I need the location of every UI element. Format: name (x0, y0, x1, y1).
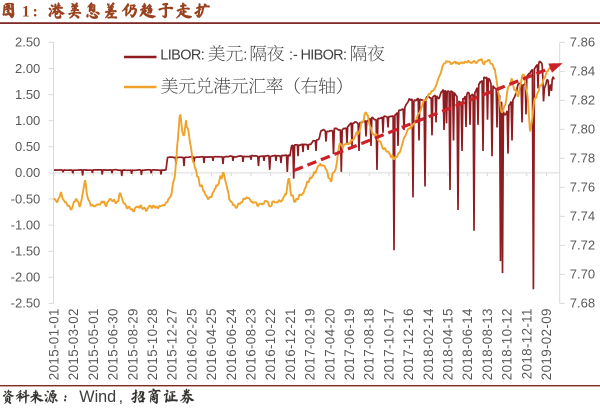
svg-text:7.84: 7.84 (570, 64, 595, 79)
svg-text:2015-08-29: 2015-08-29 (125, 308, 140, 380)
svg-text:2017-08-18: 2017-08-18 (362, 308, 377, 380)
svg-text:2016-04-25: 2016-04-25 (204, 308, 219, 380)
svg-text:2018-12-11: 2018-12-11 (519, 308, 534, 379)
svg-text:7.72: 7.72 (570, 238, 595, 253)
svg-text:2015-01-01: 2015-01-01 (47, 308, 62, 380)
svg-text:7.78: 7.78 (570, 151, 595, 166)
svg-text:2016-06-24: 2016-06-24 (224, 308, 239, 380)
svg-text:2.50: 2.50 (15, 35, 40, 50)
svg-text:7.82: 7.82 (570, 93, 595, 108)
svg-text:-2.00: -2.00 (11, 270, 41, 285)
svg-text:7.86: 7.86 (570, 35, 595, 50)
svg-text:-1.00: -1.00 (11, 217, 41, 232)
svg-text:2016-12-21: 2016-12-21 (283, 308, 298, 380)
svg-text:2018-06-14: 2018-06-14 (460, 308, 475, 380)
svg-text:7.74: 7.74 (570, 209, 595, 224)
svg-text:2016-08-23: 2016-08-23 (244, 308, 259, 380)
svg-text:2015-05-01: 2015-05-01 (86, 308, 101, 380)
svg-text::: : (243, 48, 247, 64)
svg-text:7.80: 7.80 (570, 122, 595, 137)
svg-text:2015-12-27: 2015-12-27 (165, 308, 180, 380)
svg-text::: : (33, 3, 38, 20)
svg-text:LIBOR:: LIBOR: (160, 48, 205, 64)
svg-text:2017-06-19: 2017-06-19 (342, 308, 357, 380)
svg-text:1.00: 1.00 (15, 113, 40, 128)
svg-text:2018-04-15: 2018-04-15 (441, 308, 456, 380)
svg-text:0.00: 0.00 (15, 165, 40, 180)
svg-text:2016-02-25: 2016-02-25 (184, 308, 199, 380)
svg-text:2017-10-17: 2017-10-17 (381, 308, 396, 380)
svg-text:2016-10-22: 2016-10-22 (263, 308, 278, 380)
svg-text:7.76: 7.76 (570, 180, 595, 195)
svg-text:1.50: 1.50 (15, 87, 40, 102)
svg-text::-: :- (289, 48, 298, 64)
svg-text:2018-08-13: 2018-08-13 (480, 308, 495, 380)
svg-text:2018-10-12: 2018-10-12 (500, 308, 515, 380)
svg-text:2018-02-14: 2018-02-14 (421, 308, 436, 380)
svg-text:-2.50: -2.50 (11, 296, 41, 311)
svg-text:2015-06-30: 2015-06-30 (106, 308, 121, 380)
svg-text:2015-03-02: 2015-03-02 (66, 308, 81, 380)
svg-text:7.70: 7.70 (570, 267, 595, 282)
svg-text:HIBOR:: HIBOR: (301, 48, 348, 64)
svg-text:1: 1 (22, 3, 30, 20)
svg-text:2017-04-20: 2017-04-20 (322, 308, 337, 380)
svg-text:Wind: Wind (79, 388, 116, 406)
svg-text:2015-10-28: 2015-10-28 (145, 308, 160, 380)
svg-text:0.50: 0.50 (15, 139, 40, 154)
svg-text:2017-02-19: 2017-02-19 (303, 308, 318, 380)
svg-text:2017-12-16: 2017-12-16 (401, 308, 416, 380)
svg-text:,: , (119, 389, 123, 406)
svg-text:7.68: 7.68 (570, 296, 595, 311)
svg-text:-0.50: -0.50 (11, 191, 41, 206)
svg-text:-1.50: -1.50 (11, 244, 41, 259)
svg-text:2019-02-09: 2019-02-09 (539, 308, 554, 380)
svg-text:2.00: 2.00 (15, 61, 40, 76)
